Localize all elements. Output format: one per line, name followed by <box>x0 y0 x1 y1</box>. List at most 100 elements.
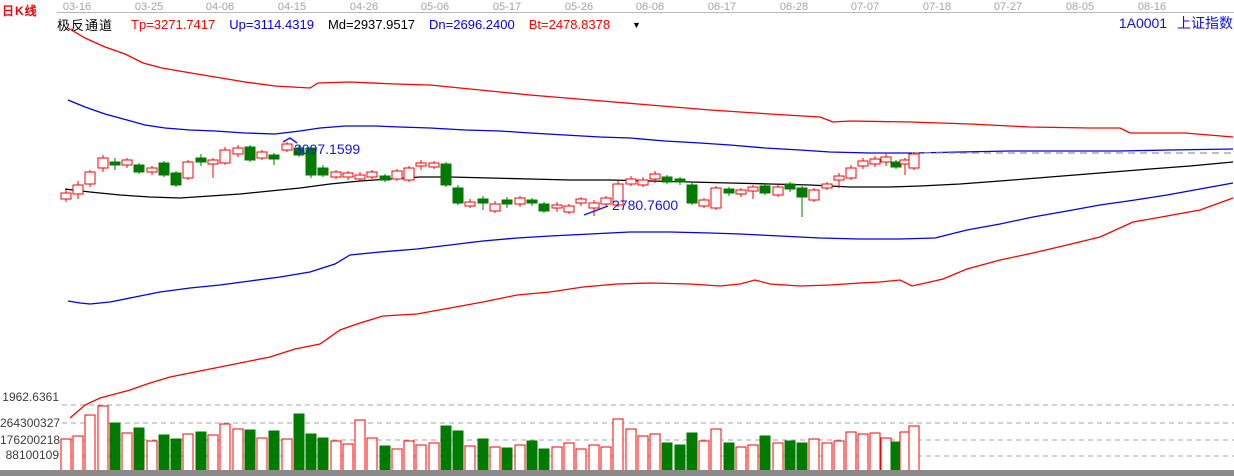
candle-body <box>330 171 342 178</box>
volume-bar <box>759 435 771 472</box>
candle-body <box>133 164 145 173</box>
volume-axis-label: 176200218 <box>0 433 61 447</box>
volume-bar <box>575 448 587 472</box>
volume-bar <box>121 432 133 472</box>
volume-bar <box>268 430 280 472</box>
volume-bar <box>588 444 600 472</box>
volume-bar <box>207 434 219 472</box>
volume-bar <box>563 442 575 472</box>
candle-body <box>464 201 476 207</box>
volume-bar <box>477 438 489 472</box>
volume-bar <box>661 442 673 472</box>
volume-bar <box>698 440 710 472</box>
candle-body <box>759 185 771 194</box>
annotation-low-label-pointer <box>583 205 609 216</box>
volume-bar <box>784 440 796 472</box>
chart-type-label: 日K线 <box>2 4 38 18</box>
candle-body <box>538 203 550 212</box>
candle-body <box>317 167 329 176</box>
volume-bar <box>637 435 649 472</box>
candle-body <box>514 197 526 205</box>
volume-bar <box>403 440 415 472</box>
candle-body <box>625 178 637 185</box>
volume-bar <box>747 444 759 472</box>
indicator-param-tp: Tp=3271.7417 <box>131 17 216 32</box>
volume-bar <box>391 448 403 472</box>
volume-bar <box>158 434 170 472</box>
channel-line-tp <box>67 27 1234 138</box>
candle-body <box>195 157 207 163</box>
candle-body <box>109 161 121 166</box>
candle-body <box>158 162 170 176</box>
candle-body <box>600 197 612 205</box>
annotation-high-label-pointer <box>282 137 298 144</box>
volume-bar <box>612 418 624 472</box>
candle-body <box>821 183 833 189</box>
candle-body <box>796 187 808 198</box>
volume-bar <box>379 445 391 472</box>
date-axis: 03-16 03-25 04-06 04-15 04-26 05-06 05-17 05-26… <box>0 0 1234 14</box>
volume-bar <box>857 433 869 472</box>
date-tick-label: 07-07 <box>850 1 880 13</box>
candle-body <box>637 179 649 186</box>
channel-line-md <box>64 161 1234 199</box>
volume-bar <box>538 448 550 472</box>
candle-body <box>649 173 661 180</box>
indicator-param-md: Md=2937.9517 <box>327 17 416 32</box>
header-divider <box>57 12 1234 13</box>
candle-body <box>232 147 244 155</box>
volume-bar <box>146 440 158 472</box>
volume-bar <box>133 427 145 472</box>
candle-body <box>440 163 452 186</box>
candle-body <box>428 162 440 168</box>
date-tick-label: 06-28 <box>779 1 809 13</box>
candle-body <box>207 159 219 165</box>
indicator-param-up: Up=3114.4319 <box>229 17 314 32</box>
candle-body <box>121 159 133 166</box>
bottom-scrollbar[interactable] <box>0 470 1234 476</box>
candle-body <box>869 158 881 165</box>
candle-body <box>908 153 920 169</box>
candle-body <box>170 172 182 186</box>
candle-body <box>84 171 96 185</box>
volume-bar <box>464 445 476 472</box>
candle-body <box>723 188 735 194</box>
volume-bar <box>551 446 563 472</box>
candle-body <box>452 187 464 204</box>
date-tick-label: 03-16 <box>62 1 92 13</box>
volume-bar <box>796 442 808 472</box>
volume-bar <box>808 438 820 472</box>
volume-bar <box>452 430 464 472</box>
candle-body <box>526 199 538 204</box>
candle-body <box>489 203 501 212</box>
annotation-low-label: 2780.7600 <box>612 197 679 213</box>
candle-body <box>391 170 403 180</box>
symbol-code: 1A0001 <box>1118 15 1168 31</box>
volume-bar <box>908 425 920 472</box>
volume-bar <box>354 419 366 472</box>
indicator-name[interactable]: 极反通道 <box>57 18 114 33</box>
volume-bar <box>72 435 84 472</box>
candle-body <box>747 186 759 192</box>
price-axis-label: 1962.6361 <box>2 390 59 404</box>
dropdown-icon[interactable]: ▼ <box>632 19 641 30</box>
indicator-param-bt: Bt=2478.8378 <box>528 17 611 32</box>
date-tick-label: 03-25 <box>134 1 164 13</box>
volume-bar <box>256 437 268 472</box>
volume-bar <box>219 423 231 472</box>
candle-body <box>710 187 722 209</box>
annotation-high-label: 3097.1599 <box>294 141 361 157</box>
channel-line-up <box>67 99 1234 154</box>
candle-body <box>268 154 280 160</box>
candle-body <box>501 199 513 205</box>
volume-bar <box>833 440 845 472</box>
candle-body <box>880 156 892 163</box>
candle-body <box>403 167 415 181</box>
volume-bar <box>281 438 293 472</box>
candle-body <box>551 204 563 209</box>
candle-body <box>72 184 84 195</box>
volume-bar <box>330 440 342 472</box>
indicator-params: Tp=3271.7417 Up=3114.4319 Md=2937.9517 Dn=2… <box>131 17 624 32</box>
